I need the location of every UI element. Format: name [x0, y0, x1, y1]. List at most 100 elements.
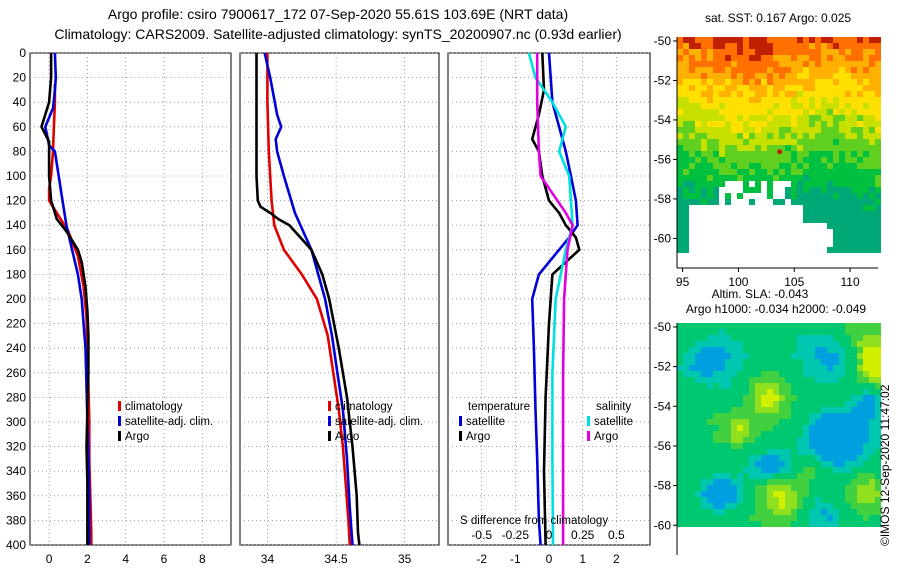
- difference-legend: temperature satellite Argo salinity sate…: [459, 401, 633, 527]
- sla-cell: [875, 443, 881, 449]
- sla-cell: [761, 407, 767, 413]
- x-tick-label: 1: [579, 552, 586, 566]
- sst-cell: [761, 169, 767, 175]
- sst-cell: [851, 43, 857, 49]
- sla-cell: [827, 503, 833, 509]
- sla-cell: [833, 365, 839, 371]
- sst-cell: [767, 85, 773, 91]
- sst-cell: [683, 199, 689, 205]
- sla-cell: [773, 335, 779, 341]
- sla-cell: [701, 413, 707, 419]
- sla-cell: [761, 485, 767, 491]
- sst-cell: [863, 133, 869, 139]
- legend-temperature-title: temperature: [468, 401, 530, 413]
- argo-location-marker: [777, 149, 783, 155]
- sla-cell: [695, 377, 701, 383]
- sla-cell: [827, 509, 833, 515]
- secondary-x-tick-label: 0.5: [608, 528, 625, 542]
- sla-cell: [683, 395, 689, 401]
- sla-cell: [743, 353, 749, 359]
- sla-cell: [725, 359, 731, 365]
- sla-cell: [743, 329, 749, 335]
- sst-cell: [851, 61, 857, 67]
- sla-cell: [833, 407, 839, 413]
- sla-cell: [773, 341, 779, 347]
- sst-cell: [863, 187, 869, 193]
- sst-cell: [761, 133, 767, 139]
- sla-cell: [875, 395, 881, 401]
- sla-cell: [833, 467, 839, 473]
- sla-cell: [851, 443, 857, 449]
- sla-cell: [839, 473, 845, 479]
- sst-cell: [803, 121, 809, 127]
- sla-cell: [833, 353, 839, 359]
- sst-cell: [719, 175, 725, 181]
- sst-cell: [719, 121, 725, 127]
- sla-cell: [791, 413, 797, 419]
- sst-cell: [701, 127, 707, 133]
- sla-cell: [713, 395, 719, 401]
- sla-cell: [755, 329, 761, 335]
- sst-cell: [869, 187, 875, 193]
- sla-cell: [761, 347, 767, 353]
- x-tick-label: 34: [261, 552, 275, 566]
- sla-cell: [743, 401, 749, 407]
- sst-cell: [719, 157, 725, 163]
- sst-cell: [743, 91, 749, 97]
- sla-y-tick-label: -56: [654, 439, 672, 453]
- sst-cell: [833, 109, 839, 115]
- sla-cell: [833, 437, 839, 443]
- sst-cell: [767, 115, 773, 121]
- series-salinity-argo: [535, 53, 574, 545]
- y-tick-label: 20: [13, 71, 27, 85]
- sst-cell: [845, 133, 851, 139]
- sst-cell: [827, 193, 833, 199]
- sla-cell: [749, 473, 755, 479]
- sst-cell: [677, 223, 683, 229]
- sla-cell: [689, 503, 695, 509]
- sla-cell: [749, 401, 755, 407]
- sla-cell: [719, 467, 725, 473]
- sla-cell: [695, 353, 701, 359]
- sst-cell: [719, 163, 725, 169]
- sst-cell: [701, 85, 707, 91]
- sla-cell: [707, 443, 713, 449]
- legend-swatch-satellite: [328, 416, 331, 426]
- salinity-panel: 34 34.5 35: [239, 52, 440, 566]
- sla-cell: [791, 329, 797, 335]
- sla-cell: [767, 473, 773, 479]
- sla-cell: [773, 323, 779, 329]
- sst-cell: [839, 115, 845, 121]
- sst-cell: [827, 145, 833, 151]
- sla-cell: [743, 407, 749, 413]
- sla-cell: [827, 491, 833, 497]
- sla-cell: [701, 383, 707, 389]
- sst-cell: [773, 151, 779, 157]
- sla-cell: [821, 341, 827, 347]
- sla-cell: [779, 347, 785, 353]
- sla-cell: [767, 437, 773, 443]
- sst-cell: [695, 73, 701, 79]
- sst-cell: [677, 43, 683, 49]
- sla-cell: [797, 449, 803, 455]
- sst-cell: [779, 109, 785, 115]
- sla-cell: [719, 389, 725, 395]
- sla-cell: [755, 431, 761, 437]
- sst-cell: [701, 37, 707, 43]
- sst-cell: [725, 175, 731, 181]
- sst-cell: [749, 79, 755, 85]
- sst-cell: [725, 133, 731, 139]
- sla-cell: [755, 395, 761, 401]
- sla-cell: [683, 455, 689, 461]
- sla-cell: [755, 377, 761, 383]
- sst-cell: [809, 55, 815, 61]
- sst-cell: [797, 73, 803, 79]
- sla-cell: [869, 431, 875, 437]
- sst-cell: [725, 193, 731, 199]
- sla-cell: [701, 455, 707, 461]
- sst-cell: [815, 61, 821, 67]
- sla-cell: [743, 323, 749, 329]
- sst-cell: [713, 187, 719, 193]
- sla-cell: [761, 377, 767, 383]
- sla-cell: [803, 395, 809, 401]
